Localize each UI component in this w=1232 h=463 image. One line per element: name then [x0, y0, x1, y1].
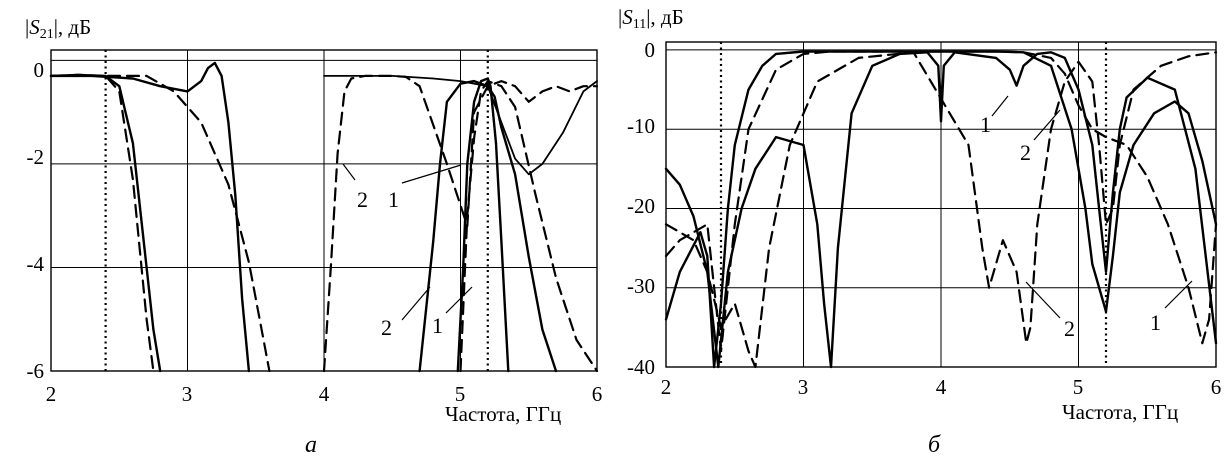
panel-b-label-leader-0 [991, 95, 1009, 117]
panel-b-label-leader-2 [1025, 281, 1061, 319]
panel-a-xtick-0: 2 [46, 382, 57, 406]
panel-b-series-1 [664, 51, 1218, 369]
panel-a-ytick-3: -6 [27, 359, 45, 383]
panel-a-ytick-2: -4 [27, 252, 45, 276]
panel-a-marker-lines [104, 50, 489, 371]
panel-b-ytick-1: -10 [627, 114, 655, 138]
panel-b-label-leader-3 [1164, 280, 1193, 309]
panel-b-curve-label-3: 1 [1150, 310, 1161, 335]
panel-a-label-leader-2 [401, 286, 431, 321]
panel-a-curve-label-2: 2 [381, 315, 392, 340]
panel-b-curve-label-0: 1 [980, 112, 991, 137]
panel-a-label-leader-1 [401, 164, 462, 184]
panel-a-ytick-1: -2 [27, 145, 45, 169]
panel-b-curve-label-2: 2 [1064, 316, 1075, 341]
panel-a-xtick-1: 3 [182, 382, 193, 406]
panel-b-ytick-3: -30 [627, 274, 655, 298]
panel-a-xlabel: Частота, ГГц [445, 402, 561, 426]
panel-a-label-leader-3 [445, 286, 473, 314]
panel-b-xtick-2: 4 [936, 375, 947, 399]
panel-a-xtick-2: 4 [319, 382, 330, 406]
panel-b-xtick-1: 3 [798, 375, 809, 399]
panel-a-series-5 [456, 77, 510, 373]
panel-a-caption: а [305, 432, 317, 458]
panel-a-curve-label-3: 1 [432, 313, 443, 338]
panel-b-curve-label-1: 2 [1020, 140, 1031, 165]
panel-b-ytick-0: 0 [645, 38, 656, 62]
panel-b-xtick-0: 2 [661, 375, 672, 399]
panel-b-ylabel: |S11|, дБ [618, 5, 684, 32]
panel-b-curves [664, 50, 1218, 369]
panel-a: |S21|, дБ 0 -2 -4 -6 2 3 4 5 6 Частота, … [25, 15, 602, 458]
panel-a-xtick-4: 6 [592, 382, 603, 406]
panel-b-label-leader-1 [1033, 109, 1061, 141]
panel-a-xtick-3: 5 [455, 382, 466, 406]
panel-a-ytick-0: 0 [34, 58, 45, 82]
panel-b-series-3 [664, 50, 1218, 353]
panel-a-grid [50, 50, 598, 372]
panel-b-series-0 [664, 51, 1218, 369]
panel-b: |S11|, дБ 0 -10 -20 -30 -40 2 3 4 5 6 Ча… [618, 5, 1221, 458]
panel-b-xtick-3: 5 [1073, 375, 1084, 399]
panel-a-series-1 [49, 73, 155, 373]
panel-b-ytick-4: -40 [627, 355, 655, 379]
panel-b-xlabel: Частота, ГГц [1062, 400, 1178, 424]
panel-a-curve-label-0: 2 [357, 187, 368, 212]
panel-b-xtick-4: 6 [1211, 375, 1222, 399]
panel-a-series-3 [49, 74, 271, 373]
panel-b-frame [665, 41, 1217, 368]
panel-b-ytick-2: -20 [627, 194, 655, 218]
panel-a-curve-label-1: 1 [388, 187, 399, 212]
panel-a-series-7 [459, 79, 599, 373]
panel-a-series-8 [323, 75, 598, 176]
panel-a-series-2 [49, 61, 251, 373]
panel-a-curves [49, 61, 599, 373]
panel-a-label-leader-0 [342, 163, 356, 181]
panel-a-ylabel: |S21|, дБ [25, 15, 91, 42]
panel-b-caption: б [928, 432, 941, 458]
